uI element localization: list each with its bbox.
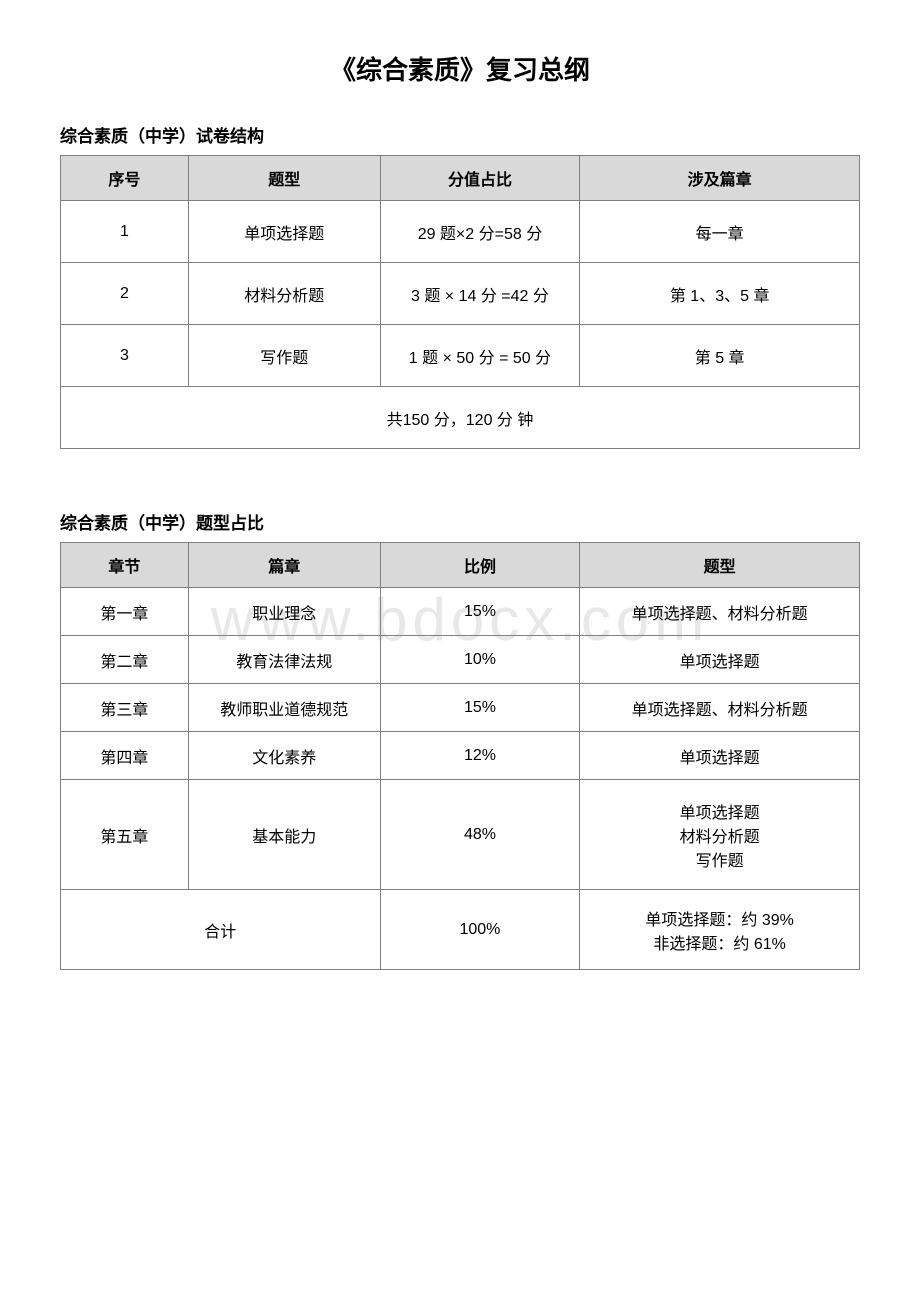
header-chapter-name: 篇章 (188, 543, 380, 588)
table-row: 3 写作题 1 题 × 50 分 = 50 分 第 5 章 (61, 325, 860, 387)
page-title: 《综合素质》复习总纲 (60, 50, 860, 87)
cell-serial: 2 (61, 263, 189, 325)
exam-structure-table: 序号 题型 分值占比 涉及篇章 1 单项选择题 29 题×2 分=58 分 每一… (60, 155, 860, 449)
total-type-line: 单项选择题：约 39% (645, 912, 793, 929)
cell-total-label: 合计 (61, 890, 381, 970)
cell-ratio: 15% (380, 684, 580, 732)
cell-chapter-name: 基本能力 (188, 780, 380, 890)
cell-total: 共150 分，120 分 钟 (61, 387, 860, 449)
table-row: 第二章 教育法律法规 10% 单项选择题 (61, 636, 860, 684)
table-total-row: 共150 分，120 分 钟 (61, 387, 860, 449)
table-row: 2 材料分析题 3 题 × 14 分 =42 分 第 1、3、5 章 (61, 263, 860, 325)
cell-chapter: 第 5 章 (580, 325, 860, 387)
cell-chapter: 第 1、3、5 章 (580, 263, 860, 325)
question-type-table: 章节 篇章 比例 题型 第一章 职业理念 15% 单项选择题、材料分析题 第二章… (60, 542, 860, 970)
cell-total-type: 单项选择题：约 39% 非选择题：约 61% (580, 890, 860, 970)
cell-chapter-name: 教育法律法规 (188, 636, 380, 684)
table-row: 第一章 职业理念 15% 单项选择题、材料分析题 (61, 588, 860, 636)
cell-chapter-no: 第二章 (61, 636, 189, 684)
header-type: 题型 (188, 156, 380, 201)
cell-chapter-name: 教师职业道德规范 (188, 684, 380, 732)
cell-score: 29 题×2 分=58 分 (380, 201, 580, 263)
header-chapter-no: 章节 (61, 543, 189, 588)
table-total-row: 合计 100% 单项选择题：约 39% 非选择题：约 61% (61, 890, 860, 970)
cell-chapter-no: 第一章 (61, 588, 189, 636)
cell-type: 写作题 (188, 325, 380, 387)
header-score: 分值占比 (380, 156, 580, 201)
cell-ratio: 10% (380, 636, 580, 684)
cell-total-ratio: 100% (380, 890, 580, 970)
cell-question-type: 单项选择题、材料分析题 (580, 588, 860, 636)
cell-score: 1 题 × 50 分 = 50 分 (380, 325, 580, 387)
question-type-line: 单项选择题 (680, 805, 760, 822)
cell-chapter-no: 第四章 (61, 732, 189, 780)
header-ratio: 比例 (380, 543, 580, 588)
header-serial: 序号 (61, 156, 189, 201)
question-type-line: 材料分析题 (680, 829, 760, 846)
table-row: 第三章 教师职业道德规范 15% 单项选择题、材料分析题 (61, 684, 860, 732)
cell-chapter-no: 第五章 (61, 780, 189, 890)
cell-question-type: 单项选择题 材料分析题 写作题 (580, 780, 860, 890)
cell-question-type: 单项选择题 (580, 732, 860, 780)
cell-ratio: 15% (380, 588, 580, 636)
header-question-type: 题型 (580, 543, 860, 588)
table-header-row: 序号 题型 分值占比 涉及篇章 (61, 156, 860, 201)
section2-title: 综合素质（中学）题型占比 (60, 509, 860, 534)
question-type-line: 写作题 (696, 853, 744, 870)
section1-title: 综合素质（中学）试卷结构 (60, 122, 860, 147)
cell-chapter-no: 第三章 (61, 684, 189, 732)
table-header-row: 章节 篇章 比例 题型 (61, 543, 860, 588)
table-row: 1 单项选择题 29 题×2 分=58 分 每一章 (61, 201, 860, 263)
table-row: 第五章 基本能力 48% 单项选择题 材料分析题 写作题 (61, 780, 860, 890)
cell-ratio: 48% (380, 780, 580, 890)
cell-chapter-name: 职业理念 (188, 588, 380, 636)
cell-type: 材料分析题 (188, 263, 380, 325)
cell-score: 3 题 × 14 分 =42 分 (380, 263, 580, 325)
cell-serial: 3 (61, 325, 189, 387)
cell-question-type: 单项选择题 (580, 636, 860, 684)
cell-type: 单项选择题 (188, 201, 380, 263)
table-row: 第四章 文化素养 12% 单项选择题 (61, 732, 860, 780)
total-type-line: 非选择题：约 61% (653, 936, 785, 953)
cell-chapter-name: 文化素养 (188, 732, 380, 780)
cell-ratio: 12% (380, 732, 580, 780)
header-chapter: 涉及篇章 (580, 156, 860, 201)
cell-chapter: 每一章 (580, 201, 860, 263)
cell-question-type: 单项选择题、材料分析题 (580, 684, 860, 732)
cell-serial: 1 (61, 201, 189, 263)
